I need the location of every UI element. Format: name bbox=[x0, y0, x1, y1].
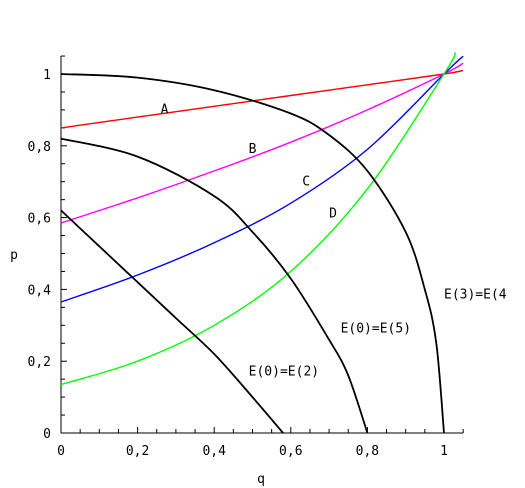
series-line-6 bbox=[60, 209, 284, 434]
curve-label-2: C bbox=[302, 174, 310, 189]
y-tick-label: 0 bbox=[43, 427, 51, 442]
ticks: 0 0,2 0,4 0,6 0,8 1 0 0,2 0,4 0,6 0,8 1 bbox=[28, 55, 464, 459]
axes bbox=[60, 56, 464, 434]
y-tick-label: 0,6 bbox=[28, 212, 51, 227]
curve-label-6: E(0)=E(2) bbox=[249, 365, 319, 380]
y-tick-label: 1 bbox=[43, 68, 51, 83]
curve-label-0: A bbox=[161, 102, 169, 117]
series-line-5 bbox=[60, 137, 369, 434]
y-tick-label: 0,4 bbox=[28, 283, 52, 298]
x-tick-label: 0,4 bbox=[202, 444, 226, 459]
curve-label-4: E(3)=E(4 bbox=[444, 287, 507, 302]
x-axis-label: q bbox=[257, 472, 265, 487]
x-tick-label: 0,8 bbox=[356, 444, 379, 459]
series-line-2 bbox=[60, 55, 464, 303]
y-tick-label: 0,2 bbox=[28, 355, 51, 370]
x-tick-label: 1 bbox=[440, 444, 448, 459]
x-tick-label: 0 bbox=[57, 444, 65, 459]
curves bbox=[60, 52, 464, 434]
curve-label-5: E(0)=E(5) bbox=[341, 321, 411, 336]
series-line-1 bbox=[60, 62, 464, 224]
series-line-0 bbox=[60, 69, 464, 129]
y-tick-label: 0,8 bbox=[28, 140, 51, 155]
series-line-3 bbox=[60, 52, 457, 386]
y-axis-label: p bbox=[10, 248, 18, 263]
x-tick-label: 0,2 bbox=[126, 444, 149, 459]
curve-label-1: B bbox=[249, 142, 257, 157]
curve-label-3: D bbox=[329, 207, 337, 222]
x-tick-label: 0,6 bbox=[279, 444, 302, 459]
series-line-4 bbox=[60, 73, 445, 434]
curve-labels: A B C D E(3)=E(4 E(0)=E(5) E(0)=E(2) bbox=[161, 102, 507, 379]
